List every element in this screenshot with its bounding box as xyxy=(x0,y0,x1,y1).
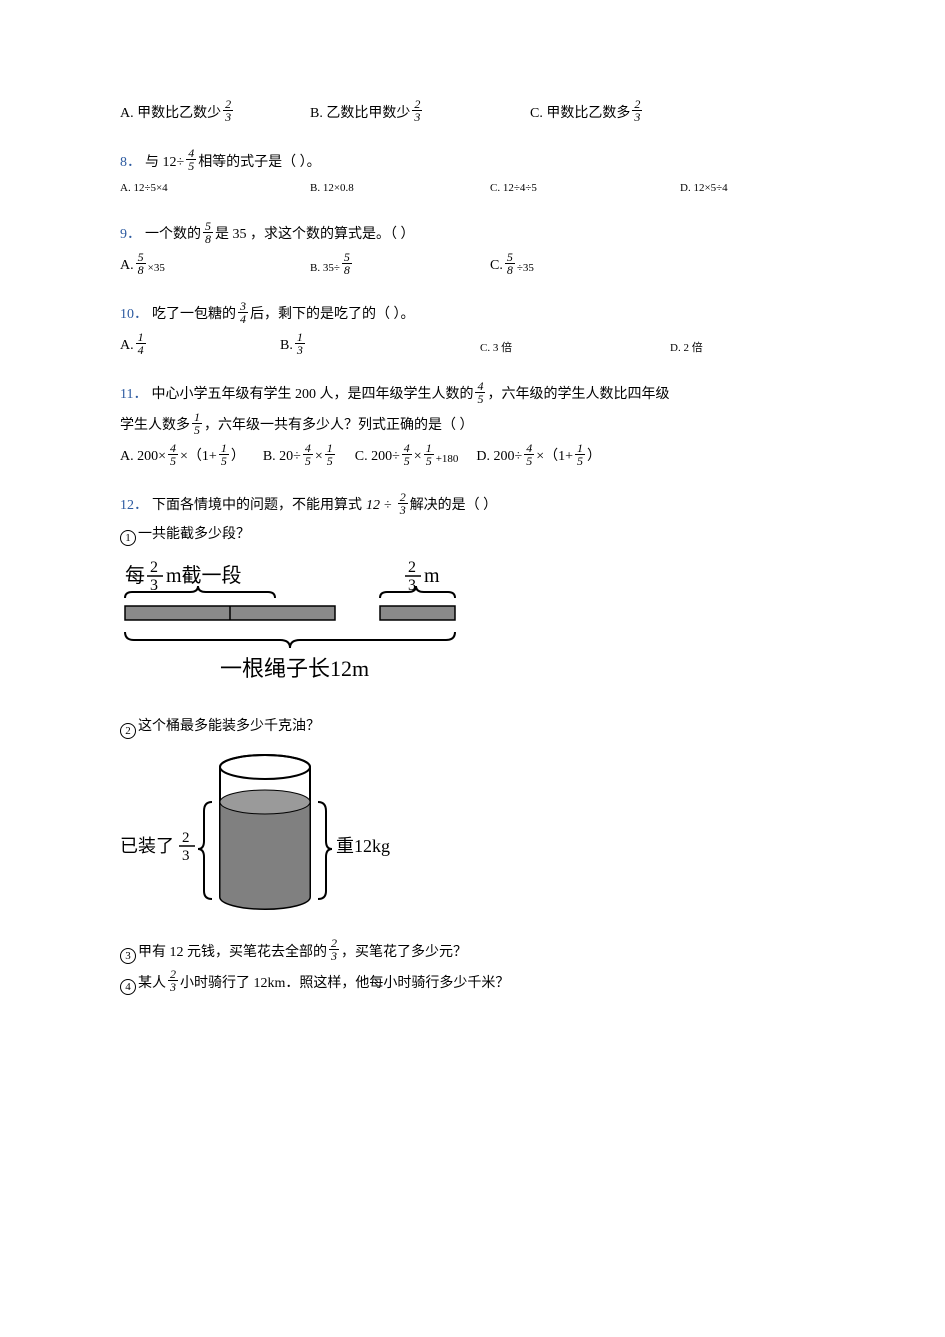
circled-number-icon: 2 xyxy=(120,723,136,739)
question-number: 11． xyxy=(120,384,147,406)
fraction: 5 8 xyxy=(136,251,146,276)
q8-option-a: A. 12÷5×4 xyxy=(120,180,310,198)
q12-sub3: 3 甲有 12 元钱，买笔花去全部的 2 3 ，买笔花了多少元？ xyxy=(120,939,825,964)
option-label: B. 乙数比甲数少 xyxy=(310,103,410,125)
q8-option-d: D. 12×5÷4 xyxy=(680,180,728,198)
fig1-right-frac-n: 2 xyxy=(408,559,416,576)
fraction: 2 3 xyxy=(632,98,642,123)
fraction: 1 5 xyxy=(192,411,202,436)
fig2-left-frac-n: 2 xyxy=(182,830,190,846)
fig2-right-label: 重12kg xyxy=(336,836,390,856)
fig1-bottom-label: 一根绳子长12m xyxy=(220,656,369,681)
option-label: C. 甲数比乙数多 xyxy=(530,103,630,125)
fraction: 2 3 xyxy=(398,491,408,516)
fraction: 4 5 xyxy=(475,380,485,405)
question-number: 8． xyxy=(120,152,141,174)
option-label: A. 甲数比乙数少 xyxy=(120,103,221,125)
q12-figure-2: 已装了 2 3 重12kg xyxy=(120,747,400,925)
circled-number-icon: 4 xyxy=(120,979,136,995)
q11-option-b: B. 20÷ 45 × 15 xyxy=(263,444,337,469)
stem-text: 中心小学五年级有学生 200 人，是四年级学生人数的 xyxy=(151,384,473,406)
stem-text: 与 12÷ xyxy=(145,152,184,174)
fraction: 2 3 xyxy=(412,98,422,123)
q11-option-c: C. 200÷ 45 × 15 +180 xyxy=(355,444,459,469)
question-number: 12． xyxy=(120,495,148,517)
q7-option-b: B. 乙数比甲数少 2 3 xyxy=(310,100,530,125)
q11-stem-line1: 11． 中心小学五年级有学生 200 人，是四年级学生人数的 4 5 ，六年级的… xyxy=(120,382,825,407)
fraction: 1 3 xyxy=(295,331,305,356)
fig2-left-frac-d: 3 xyxy=(182,848,190,864)
q8-stem: 8． 与 12÷ 4 5 相等的式子是（ ）。 xyxy=(120,149,825,174)
fig1-seg-label-pre: 每 xyxy=(125,564,145,587)
fraction: 15 xyxy=(325,442,335,467)
q10-options: A. 1 4 B. 1 3 C. 3 倍 D. 2 倍 xyxy=(120,333,825,358)
fraction: 2 3 xyxy=(168,968,178,993)
fig1-seg-label-post: m截一段 xyxy=(166,564,242,587)
fraction: 3 4 xyxy=(238,300,248,325)
q11-stem-line2: 学生人数多 1 5 ，六年级一共有多少人？列式正确的是（ ） xyxy=(120,413,825,438)
fig1-right-label-post: m xyxy=(424,565,440,587)
q8-option-b: B. 12×0.8 xyxy=(310,180,490,198)
q7-option-a: A. 甲数比乙数少 2 3 xyxy=(120,100,310,125)
q10-stem: 10． 吃了一包糖的 3 4 后，剩下的是吃了的（ ）。 xyxy=(120,302,825,327)
q9-stem: 9． 一个数的 5 8 是 35 ，求这个数的算式是。（ ） xyxy=(120,222,825,247)
q12-sub1: 1 一共能截多少段？ xyxy=(120,524,825,546)
q9-option-c: C. 5 8 ÷35 xyxy=(490,253,534,278)
fraction: 4 5 xyxy=(186,147,196,172)
rope-diagram: 每 2 3 m截一段 2 3 m 一根绳子长12m xyxy=(120,554,540,694)
stem-text: 是 35 ，求这个数的算式是。（ ） xyxy=(215,224,415,246)
q8-option-c: C. 12÷4÷5 xyxy=(490,180,680,198)
fraction: 5 8 xyxy=(342,251,352,276)
q9-option-b: B. 35÷ 5 8 xyxy=(310,253,490,278)
q11-options: A. 200× 45 ×（1+ 15 ） B. 20÷ 45 × 15 C. 2… xyxy=(120,444,825,469)
circled-number-icon: 3 xyxy=(120,948,136,964)
stem-text: 解决的是（ ） xyxy=(410,495,498,517)
q12-sub4: 4 某人 2 3 小时骑行了 12km．照这样，他每小时骑行多少千米？ xyxy=(120,970,825,995)
q7-option-c: C. 甲数比乙数多 2 3 xyxy=(530,100,644,125)
fraction: 45 xyxy=(303,442,313,467)
q11-option-a: A. 200× 45 ×（1+ 15 ） xyxy=(120,444,245,469)
fraction: 5 8 xyxy=(203,220,213,245)
q10-option-a: A. 1 4 xyxy=(120,333,280,358)
fraction: 45 xyxy=(402,442,412,467)
fig1-seg-frac-n: 2 xyxy=(150,559,158,576)
fraction: 2 3 xyxy=(329,937,339,962)
stem-text: 一个数的 xyxy=(145,224,201,246)
stem-text: 后，剩下的是吃了的（ ）。 xyxy=(250,304,415,326)
fraction: 1 4 xyxy=(136,331,146,356)
q8-options: A. 12÷5×4 B. 12×0.8 C. 12÷4÷5 D. 12×5÷4 xyxy=(120,180,825,198)
stem-text: 相等的式子是（ ）。 xyxy=(198,152,321,174)
q11-option-d: D. 200÷ 45 ×（1+ 15 ） xyxy=(476,444,601,469)
q10-option-c: C. 3 倍 xyxy=(480,340,670,358)
q10-option-b: B. 1 3 xyxy=(280,333,480,358)
fraction: 15 xyxy=(424,442,434,467)
fig2-left-pre: 已装了 xyxy=(120,836,174,856)
q12-stem: 12． 下面各情境中的问题，不能用算式 12 ÷ 2 3 解决的是（ ） xyxy=(120,493,825,518)
bucket-diagram: 已装了 2 3 重12kg xyxy=(120,747,430,917)
fraction: 2 3 xyxy=(223,98,233,123)
q12-sub2: 2 这个桶最多能装多少千克油？ xyxy=(120,716,825,738)
fraction: 45 xyxy=(524,442,534,467)
stem-text: ，六年级的学生人数比四年级 xyxy=(487,384,669,406)
fraction: 15 xyxy=(575,442,585,467)
q7-options: A. 甲数比乙数少 2 3 B. 乙数比甲数少 2 3 C. 甲数比乙数多 2 … xyxy=(120,100,825,125)
question-number: 9． xyxy=(120,224,141,246)
stem-text: 吃了一包糖的 xyxy=(152,304,236,326)
question-number: 10． xyxy=(120,304,148,326)
q12-figure-1: 每 2 3 m截一段 2 3 m 一根绳子长12m xyxy=(120,554,540,702)
stem-text: 学生人数多 xyxy=(120,415,190,437)
circled-number-icon: 1 xyxy=(120,530,136,546)
stem-text: ，六年级一共有多少人？列式正确的是（ ） xyxy=(204,415,474,437)
fraction: 5 8 xyxy=(505,251,515,276)
q9-option-a: A. 5 8 ×35 xyxy=(120,253,310,278)
stem-text: 下面各情境中的问题，不能用算式 xyxy=(152,495,362,517)
q9-options: A. 5 8 ×35 B. 35÷ 5 8 C. 5 8 ÷35 xyxy=(120,253,825,278)
fraction: 15 xyxy=(219,442,229,467)
q10-option-d: D. 2 倍 xyxy=(670,340,703,358)
fraction: 45 xyxy=(168,442,178,467)
